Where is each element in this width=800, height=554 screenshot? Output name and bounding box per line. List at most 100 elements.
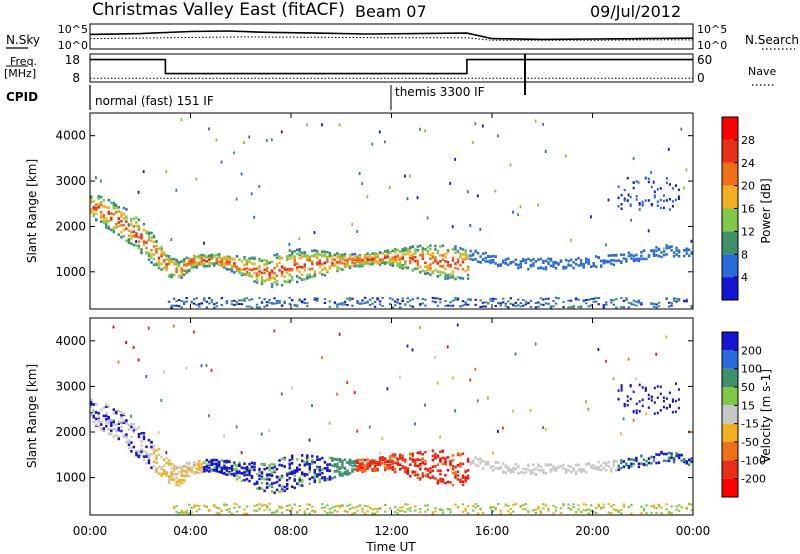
echo-cell xyxy=(130,237,133,240)
echo-cell xyxy=(436,304,440,307)
echo-cell xyxy=(326,469,329,472)
echo-cell xyxy=(142,239,146,243)
echo-cell xyxy=(137,455,141,459)
echo-cell xyxy=(529,408,532,412)
echo-cell xyxy=(492,260,495,264)
echo-cell xyxy=(660,512,663,515)
echo-cell xyxy=(296,252,299,256)
echo-cell xyxy=(122,213,126,216)
echo-cell xyxy=(142,435,146,438)
colorbar-cell xyxy=(722,478,738,497)
echo-cell xyxy=(115,211,118,214)
echo-cell xyxy=(115,223,118,226)
echo-cell xyxy=(228,511,231,513)
echo-cell xyxy=(582,469,585,473)
echo-cell xyxy=(351,253,354,256)
echo-cell xyxy=(223,460,226,463)
echo-cell xyxy=(140,448,143,451)
echo-cell xyxy=(308,463,311,466)
echo-cell xyxy=(233,265,236,268)
echo-cell xyxy=(363,254,367,258)
echo-cell xyxy=(373,512,377,515)
echo-cell xyxy=(117,217,120,221)
echo-cell xyxy=(404,503,407,506)
echo-cell xyxy=(653,412,656,415)
echo-cell xyxy=(293,471,296,475)
echo-cell xyxy=(662,250,666,253)
echo-cell xyxy=(645,504,648,507)
echo-cell xyxy=(278,257,281,261)
echo-cell xyxy=(542,469,545,472)
colorbar-tick-label: -50 xyxy=(741,436,759,449)
colorbar-cell xyxy=(722,442,738,461)
echo-cell xyxy=(419,508,422,510)
echo-cell xyxy=(577,298,580,301)
echo-cell xyxy=(461,480,465,483)
echo-cell xyxy=(338,460,342,463)
echo-cell xyxy=(384,503,387,506)
echo-cell xyxy=(102,218,105,222)
echo-cell xyxy=(466,265,470,269)
echo-cell xyxy=(672,457,676,460)
echo-cell xyxy=(471,459,475,463)
echo-cell xyxy=(215,462,218,466)
echo-cell xyxy=(620,389,623,392)
echo-cell xyxy=(623,402,626,406)
echo-cell xyxy=(188,461,191,464)
echo-cell xyxy=(253,509,256,512)
echo-cell xyxy=(162,260,166,263)
echo-cell xyxy=(434,452,437,456)
echo-cell xyxy=(92,206,95,210)
echo-cell xyxy=(446,263,450,267)
echo-cell xyxy=(476,512,480,515)
echo-cell xyxy=(479,299,482,302)
echo-cell xyxy=(655,254,658,257)
echo-cell xyxy=(170,260,173,263)
echo-cell xyxy=(670,452,673,456)
echo-cell xyxy=(240,466,244,470)
echo-cell xyxy=(205,264,208,268)
echo-cell xyxy=(421,269,424,273)
echo-cell xyxy=(150,231,153,235)
echo-cell xyxy=(630,218,632,222)
echo-cell xyxy=(406,266,409,270)
echo-cell xyxy=(170,273,173,277)
echo-cell xyxy=(630,512,633,515)
echo-cell xyxy=(142,455,146,458)
echo-cell xyxy=(115,203,117,207)
echo-cell xyxy=(122,419,126,423)
echo-cell xyxy=(311,404,313,408)
echo-cell xyxy=(361,463,364,466)
echo-cell xyxy=(424,304,427,307)
echo-cell xyxy=(117,409,120,413)
echo-cell xyxy=(333,301,337,304)
echo-cell xyxy=(356,469,359,472)
echo-cell xyxy=(476,464,480,468)
echo-cell xyxy=(507,468,510,472)
echo-cell xyxy=(431,475,435,478)
echo-cell xyxy=(296,305,299,308)
echo-cell xyxy=(318,466,321,469)
echo-cell xyxy=(263,462,266,466)
echo-cell xyxy=(293,263,296,267)
echo-cell xyxy=(384,254,387,258)
echo-cell xyxy=(640,454,643,458)
echo-cell xyxy=(301,254,304,258)
echo-cell xyxy=(479,261,482,264)
echo-cell xyxy=(449,263,452,267)
echo-cell xyxy=(632,254,636,258)
echo-cell xyxy=(316,467,319,470)
echo-cell xyxy=(456,452,460,455)
echo-cell xyxy=(268,271,271,275)
echo-cell xyxy=(270,282,274,286)
echo-cell xyxy=(313,231,316,235)
echo-cell xyxy=(612,299,615,302)
echo-cell xyxy=(439,270,442,274)
echo-cell xyxy=(341,257,344,260)
echo-cell xyxy=(145,241,148,244)
echo-cell xyxy=(587,461,590,465)
echo-cell xyxy=(316,465,319,469)
echo-cell xyxy=(145,252,148,255)
echo-cell xyxy=(198,460,201,463)
echo-cell xyxy=(328,267,332,270)
